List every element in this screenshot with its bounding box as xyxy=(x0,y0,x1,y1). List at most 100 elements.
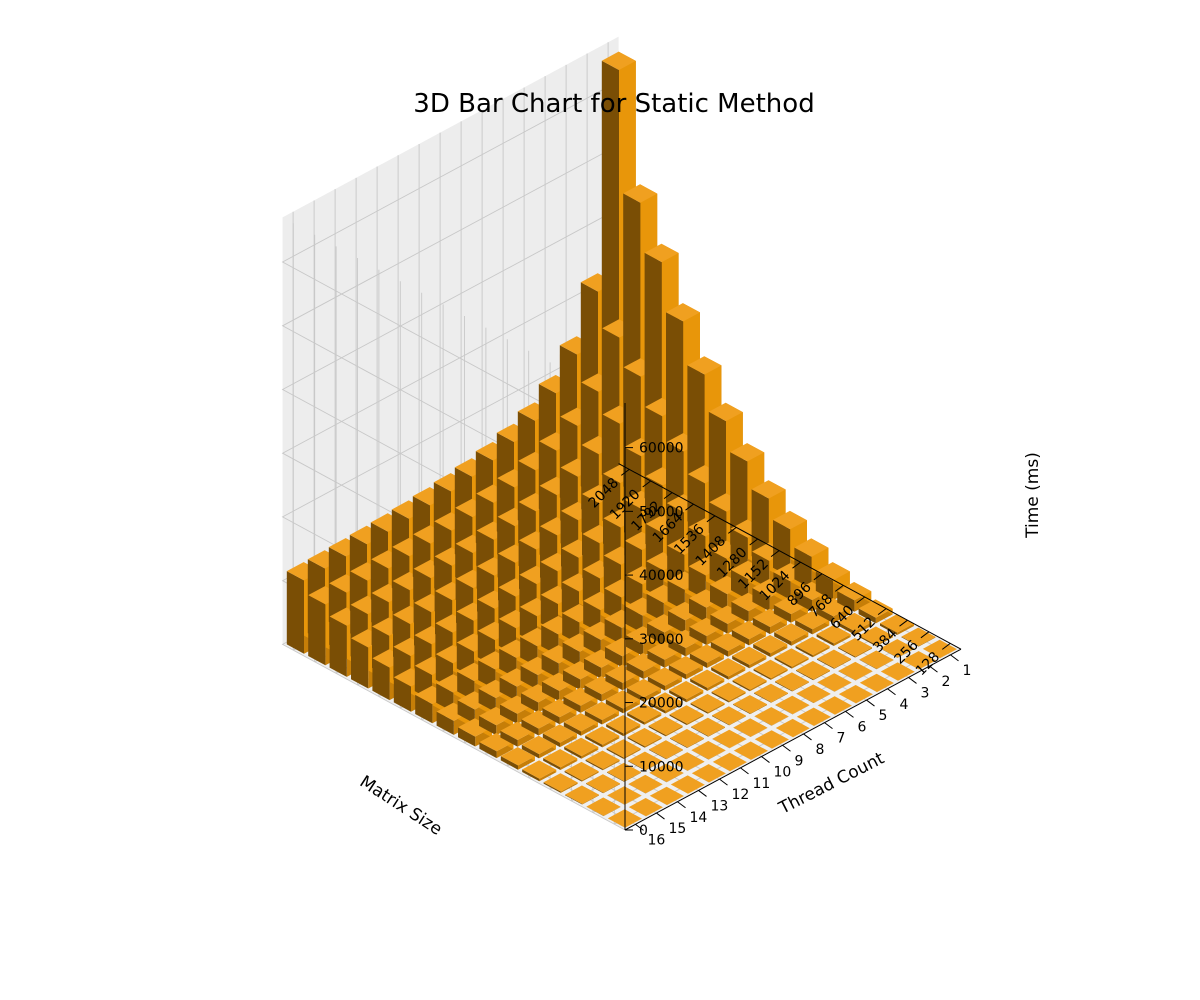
bar-face-top xyxy=(606,715,641,734)
bar-face-front xyxy=(897,623,914,635)
bar-face-left xyxy=(585,759,603,771)
bar-face-top xyxy=(731,620,766,640)
y-tick-label: 8 xyxy=(816,742,825,758)
bar xyxy=(647,667,682,691)
bar-face-top xyxy=(687,356,722,375)
bar xyxy=(691,741,726,760)
bar-face-left xyxy=(689,653,707,668)
bar-face-left xyxy=(647,650,665,668)
bar xyxy=(712,729,747,749)
bar-face-left xyxy=(478,688,496,713)
bar xyxy=(817,649,851,669)
bar-face-left xyxy=(479,715,497,736)
z-tick-label: 40000 xyxy=(639,568,684,584)
bar-face-front xyxy=(539,745,556,759)
bar-face-front xyxy=(812,646,830,658)
bar-face-left xyxy=(586,783,604,794)
bar-face-front xyxy=(770,669,788,680)
bar xyxy=(752,608,787,635)
bar-face-left xyxy=(754,692,772,703)
bar xyxy=(733,718,768,737)
bar-face-left xyxy=(563,696,581,713)
bar xyxy=(521,735,556,759)
bar-face-left xyxy=(691,726,709,737)
bar-face-left xyxy=(648,701,666,714)
bar-face-left xyxy=(649,749,667,760)
x-tick xyxy=(706,515,716,523)
bar xyxy=(585,726,620,748)
bar-face-top xyxy=(691,717,725,736)
bar-face-left xyxy=(688,566,706,600)
bar-face-front xyxy=(835,705,852,715)
bar xyxy=(774,648,809,669)
y-tick xyxy=(950,654,959,662)
bar xyxy=(690,694,725,714)
bar-face-top xyxy=(795,611,830,630)
bar-face-front xyxy=(603,783,620,794)
bar-face-top xyxy=(500,695,534,714)
bars xyxy=(286,51,957,828)
bar-face-left xyxy=(732,680,750,692)
bar-face-left xyxy=(816,634,834,646)
bar-face-left xyxy=(711,691,729,703)
bar-face-top xyxy=(859,626,893,645)
y-tick xyxy=(887,688,896,696)
x-tick xyxy=(877,608,887,615)
bar-face-left xyxy=(436,711,454,735)
bar xyxy=(732,671,767,692)
bar-face-front xyxy=(708,727,725,737)
z-tick-label: 30000 xyxy=(639,632,684,648)
bar-face-left xyxy=(732,655,750,669)
bar-face-left xyxy=(670,784,688,794)
y-tick xyxy=(635,823,644,831)
bar-face-left xyxy=(648,725,666,737)
bar-face-top xyxy=(668,656,703,675)
bar-face-left xyxy=(880,671,898,681)
bar-face-top xyxy=(817,649,851,668)
bar xyxy=(775,695,810,715)
y-tick-label: 11 xyxy=(753,776,771,792)
bar-face-top xyxy=(628,798,663,817)
bar-face-front xyxy=(834,658,851,669)
bar-face-top xyxy=(773,595,808,615)
bar-face-top xyxy=(880,614,914,633)
y-tick xyxy=(908,677,917,684)
z-tick-label: 20000 xyxy=(639,696,684,712)
bar-face-left xyxy=(817,705,835,715)
bar xyxy=(901,627,936,647)
bar xyxy=(670,752,705,771)
bar xyxy=(880,639,915,658)
bar xyxy=(859,673,894,693)
bar-face-front xyxy=(707,703,725,714)
bar-face-front xyxy=(750,727,768,737)
bar-face-top xyxy=(605,664,640,683)
bar-face-top xyxy=(817,673,852,692)
bar-face-left xyxy=(795,620,813,635)
bar-face-left xyxy=(752,551,770,589)
bar-face-top xyxy=(500,721,535,740)
bar-face-top xyxy=(733,695,767,714)
y-tick xyxy=(677,801,686,809)
bar xyxy=(626,678,661,702)
bar-face-left xyxy=(607,772,625,782)
bar-face-top xyxy=(880,662,915,681)
bar xyxy=(668,656,703,680)
bar xyxy=(605,690,640,714)
y-tick xyxy=(740,767,749,775)
bar-face-front xyxy=(730,762,747,772)
bar-face-left xyxy=(393,677,411,712)
bar-face-left xyxy=(668,610,686,634)
bar-face-left xyxy=(669,690,687,703)
bar-face-front xyxy=(645,760,662,771)
bar-face-left xyxy=(753,668,771,680)
bar-face-left xyxy=(564,746,582,759)
bar-face-left xyxy=(816,607,834,624)
bar-face-top xyxy=(500,747,535,766)
bar-face-front xyxy=(645,784,663,794)
bar-face-top xyxy=(564,761,599,781)
bar-face-top xyxy=(586,774,620,793)
bar xyxy=(628,751,662,771)
bar-face-front xyxy=(772,739,789,749)
bar-face-top xyxy=(712,706,746,725)
